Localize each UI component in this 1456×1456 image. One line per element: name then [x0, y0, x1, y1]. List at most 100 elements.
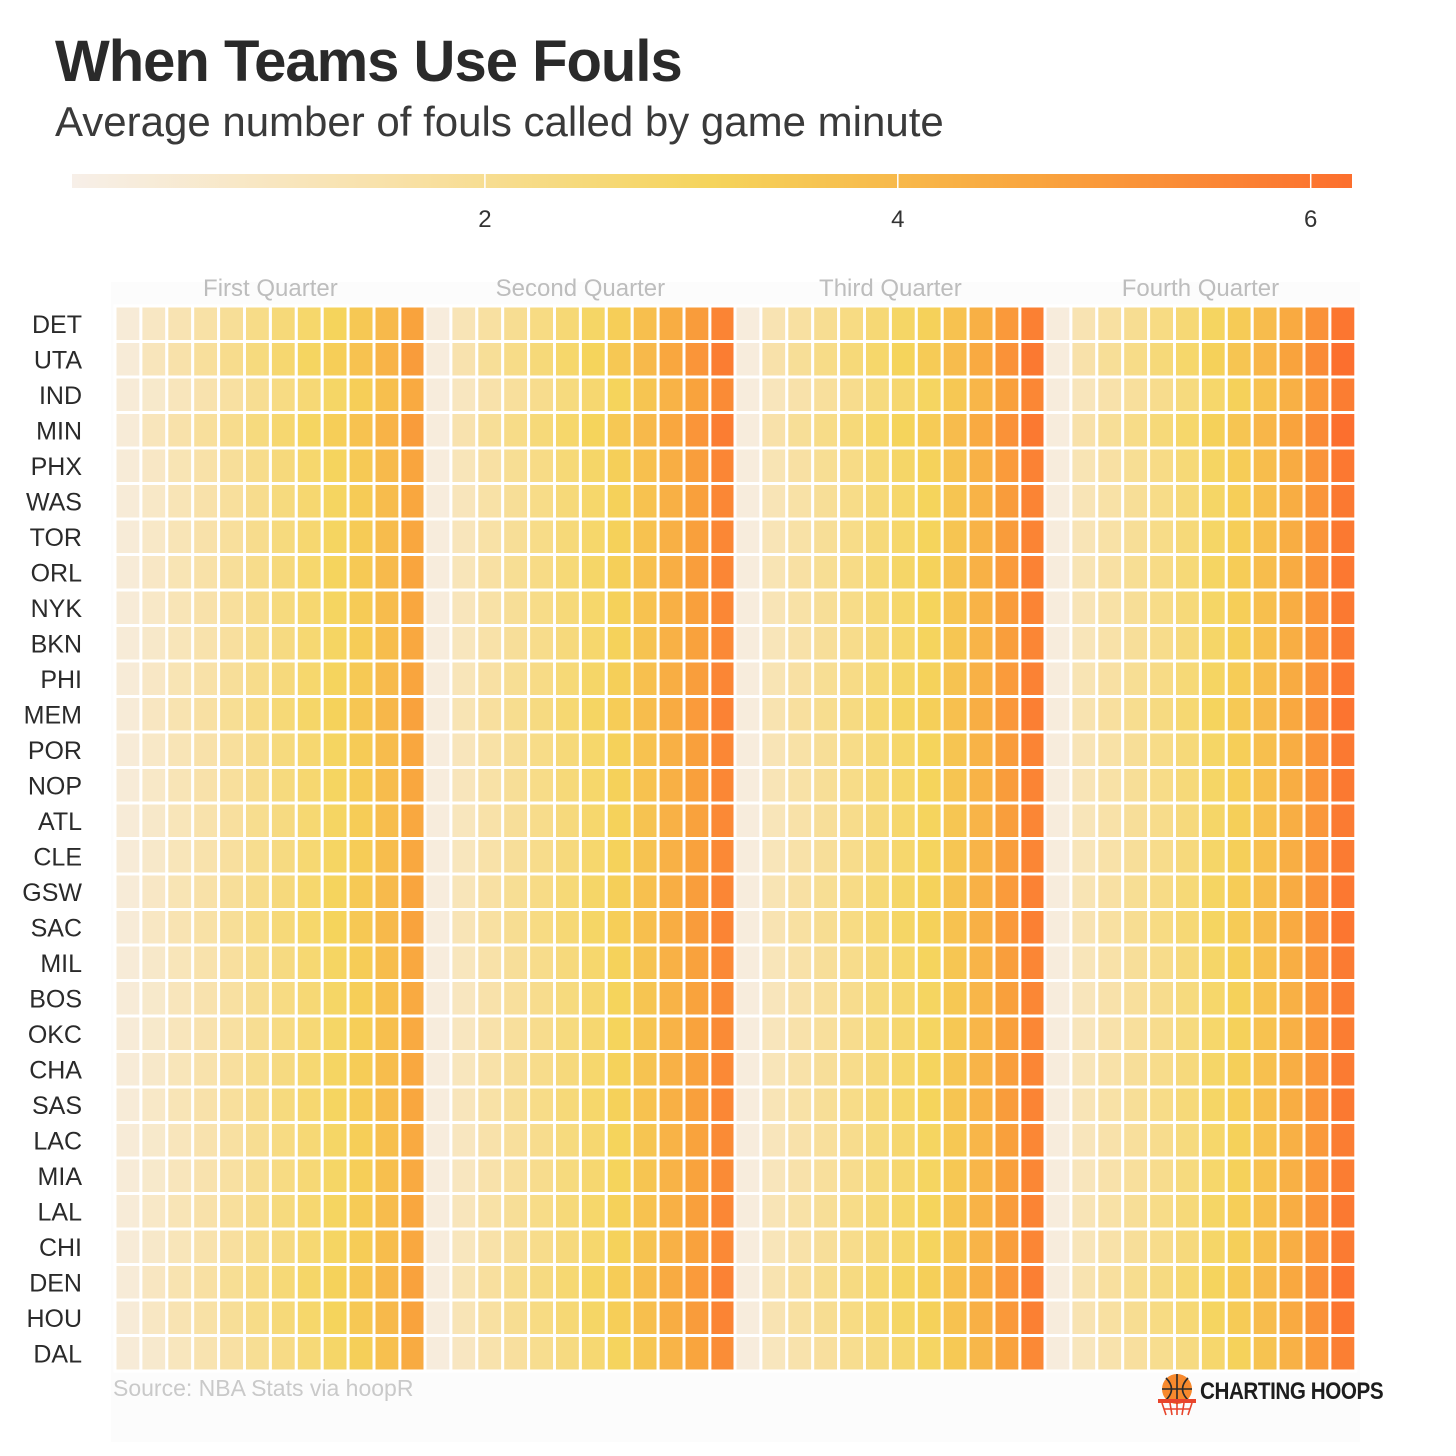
- heatmap-cell: [992, 695, 1022, 734]
- heatmap-cell: [914, 1298, 944, 1337]
- heatmap-cell: [243, 1227, 272, 1266]
- heatmap-cell: [1198, 943, 1228, 982]
- heatmap-cell: [346, 411, 376, 450]
- heatmap-cell: [449, 659, 479, 698]
- heatmap-cell: [656, 979, 686, 1018]
- heatmap-cell: [837, 766, 866, 805]
- heatmap-cell: [1069, 411, 1099, 450]
- heatmap-cell: [888, 1298, 918, 1337]
- heatmap-cell: [320, 872, 350, 911]
- heatmap-cell: [320, 766, 350, 805]
- heatmap-cell: [630, 375, 660, 414]
- heatmap-cell: [863, 588, 892, 627]
- heatmap-cell: [1018, 943, 1048, 982]
- heatmap-cell: [165, 730, 195, 769]
- heatmap-cell: [1121, 872, 1151, 911]
- heatmap-cell: [268, 695, 298, 734]
- heatmap-cell: [1173, 1263, 1202, 1302]
- heatmap-cell: [346, 730, 376, 769]
- heatmap-cell: [217, 517, 247, 556]
- heatmap-cell: [475, 411, 505, 450]
- heatmap-cell: [733, 730, 763, 769]
- heatmap-cell: [1018, 1227, 1048, 1266]
- heatmap-cell: [1173, 1121, 1202, 1160]
- heatmap-cell: [1043, 872, 1073, 911]
- heatmap-cell: [475, 624, 505, 663]
- heatmap-cell: [113, 908, 143, 947]
- heatmap-cell: [708, 340, 738, 379]
- heatmap-cell: [708, 837, 738, 876]
- heatmap-cell: [475, 730, 505, 769]
- heatmap-cell: [785, 801, 815, 840]
- heatmap-cell: [1147, 375, 1176, 414]
- heatmap-cell: [604, 837, 634, 876]
- heatmap-cell: [940, 908, 970, 947]
- heatmap-cell: [527, 1298, 556, 1337]
- heatmap-cell: [398, 1298, 428, 1337]
- heatmap-cell: [320, 624, 350, 663]
- heatmap-cell: [837, 659, 866, 698]
- heatmap-cell: [113, 588, 143, 627]
- heatmap-cell: [113, 304, 143, 343]
- heatmap-cell: [966, 624, 996, 663]
- heatmap-cell: [1095, 1156, 1125, 1195]
- heatmap-cell: [1043, 1192, 1073, 1231]
- heatmap-cell: [888, 1050, 918, 1089]
- heatmap-cell: [398, 695, 428, 734]
- heatmap-cell: [1224, 766, 1254, 805]
- heatmap-cell: [708, 1156, 738, 1195]
- heatmap-cell: [1069, 446, 1099, 485]
- heatmap-cell: [165, 446, 195, 485]
- heatmap-cell: [578, 801, 608, 840]
- heatmap-cell: [1095, 304, 1125, 343]
- heatmap-cell: [630, 1298, 660, 1337]
- heatmap-cell: [966, 588, 996, 627]
- heatmap-cell: [1043, 624, 1073, 663]
- heatmap-cell: [656, 624, 686, 663]
- heatmap-cell: [630, 482, 660, 521]
- heatmap-cell: [268, 801, 298, 840]
- heatmap-cell: [682, 1156, 712, 1195]
- heatmap-cell: [346, 553, 376, 592]
- heatmap-cell: [1276, 1121, 1306, 1160]
- heatmap-cell: [1121, 730, 1151, 769]
- heatmap-cell: [811, 837, 841, 876]
- heatmap-cell: [888, 624, 918, 663]
- heatmap-cell: [1224, 801, 1254, 840]
- heatmap-cell: [759, 1156, 789, 1195]
- heatmap-cell: [863, 1263, 892, 1302]
- heatmap-cell: [1302, 1156, 1332, 1195]
- heatmap-cell: [1250, 659, 1280, 698]
- heatmap-cell: [863, 1050, 892, 1089]
- heatmap-cell: [656, 943, 686, 982]
- heatmap-cell: [217, 1156, 247, 1195]
- heatmap-cell: [1224, 1227, 1254, 1266]
- heatmap-cell: [578, 1192, 608, 1231]
- heatmap-cell: [785, 340, 815, 379]
- heatmap-cell: [578, 1085, 608, 1124]
- heatmap-cell: [1250, 837, 1280, 876]
- heatmap-cell: [165, 375, 195, 414]
- heatmap-cell: [708, 553, 738, 592]
- heatmap-cell: [449, 411, 479, 450]
- heatmap-cell: [346, 446, 376, 485]
- heatmap-cell: [940, 695, 970, 734]
- heatmap-cell: [1198, 1192, 1228, 1231]
- heatmap-cell: [294, 446, 324, 485]
- heatmap-cell: [1250, 730, 1280, 769]
- heatmap-cell: [527, 1334, 556, 1373]
- heatmap-cell: [449, 1227, 479, 1266]
- heatmap-cell: [243, 553, 272, 592]
- heatmap-cell: [501, 375, 531, 414]
- heatmap-cell: [191, 908, 221, 947]
- heatmap-cell: [578, 588, 608, 627]
- heatmap-cell: [1173, 659, 1202, 698]
- heatmap-cell: [759, 588, 789, 627]
- heatmap-cell: [527, 730, 556, 769]
- heatmap-cell: [1302, 553, 1332, 592]
- heatmap-cell: [346, 979, 376, 1018]
- heatmap-cell: [217, 1192, 247, 1231]
- heatmap-cell: [294, 943, 324, 982]
- heatmap-cell: [527, 375, 556, 414]
